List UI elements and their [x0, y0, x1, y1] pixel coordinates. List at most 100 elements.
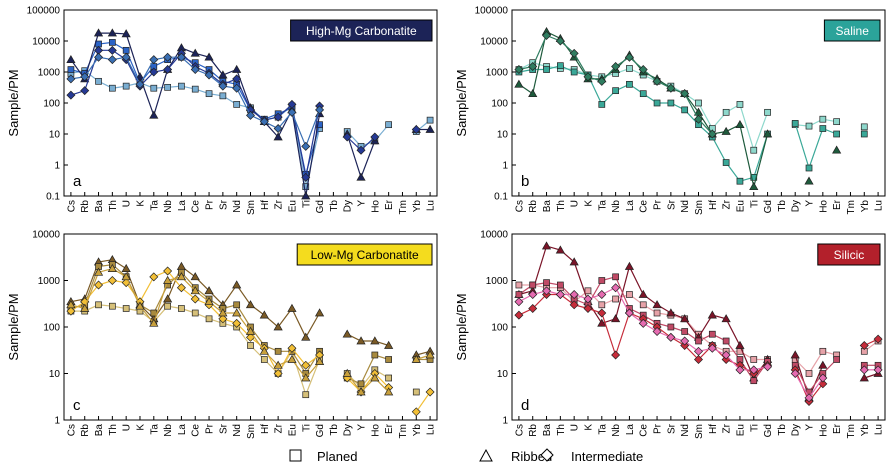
- x-tick-label: Dy: [791, 424, 802, 436]
- data-point: [708, 330, 716, 338]
- legend-label-intermediate: Intermediate: [571, 449, 643, 464]
- data-point: [542, 31, 552, 41]
- data-point: [246, 110, 255, 120]
- data-point: [694, 114, 703, 124]
- data-point: [121, 272, 131, 281]
- x-tick-label: Y: [357, 424, 368, 431]
- series-line: [794, 123, 837, 170]
- data-point: [107, 28, 117, 37]
- data-point: [301, 172, 311, 182]
- y-tick-label: 100: [491, 99, 508, 110]
- data-point: [66, 90, 76, 100]
- data-point: [66, 306, 76, 316]
- data-point: [245, 326, 256, 335]
- data-point: [626, 291, 633, 298]
- x-tick-label: Lu: [426, 424, 437, 435]
- data-point: [204, 296, 214, 306]
- data-point: [514, 297, 524, 307]
- data-point: [342, 368, 352, 377]
- data-point: [93, 267, 104, 276]
- x-tick-label: Y: [805, 424, 816, 431]
- data-point: [583, 304, 593, 313]
- data-point: [750, 146, 758, 154]
- x-tick-label: Cs: [66, 424, 77, 436]
- data-point: [204, 70, 214, 80]
- y-tick-label: 1: [54, 161, 60, 172]
- data-point: [721, 314, 731, 323]
- x-tick-label: Tm: [846, 424, 857, 438]
- data-point: [176, 52, 186, 62]
- y-tick-label: 1000: [486, 276, 509, 287]
- y-tick-label: 1: [54, 416, 60, 427]
- data-point: [583, 72, 593, 82]
- x-tick-label: Dy: [343, 200, 354, 212]
- x-tick-label: Ba: [94, 200, 105, 213]
- data-point: [205, 90, 213, 98]
- data-point: [149, 55, 159, 65]
- data-point: [653, 99, 661, 107]
- x-tick-label: Yb: [412, 200, 423, 213]
- series-line: [794, 350, 837, 375]
- data-point: [639, 301, 647, 309]
- data-point: [722, 108, 730, 116]
- data-point: [555, 36, 565, 46]
- data-point: [191, 309, 199, 317]
- data-point: [190, 286, 200, 295]
- data-point: [859, 341, 869, 350]
- data-point: [680, 89, 690, 99]
- x-tick-label: Ti: [301, 200, 312, 208]
- data-point: [612, 273, 619, 281]
- data-point: [626, 65, 633, 72]
- data-point: [638, 65, 648, 75]
- data-point: [191, 85, 199, 93]
- x-tick-label: Cs: [514, 424, 525, 436]
- data-point: [232, 308, 242, 317]
- data-point: [583, 294, 593, 304]
- x-tick-label: K: [135, 424, 146, 431]
- x-tick-label: Tb: [777, 200, 788, 212]
- data-point: [233, 101, 241, 108]
- x-tick-label: Pr: [205, 199, 216, 210]
- data-point: [695, 337, 702, 345]
- x-tick-label: Gd: [763, 424, 774, 437]
- x-tick-label: Sr: [218, 423, 229, 434]
- data-point: [66, 74, 76, 84]
- y-tick-label: 100: [491, 323, 508, 334]
- data-point: [749, 365, 759, 375]
- series-line: [518, 34, 713, 135]
- data-point: [109, 302, 116, 310]
- x-tick-label: Pr: [205, 423, 216, 434]
- data-point: [653, 309, 661, 317]
- chart-title: Silicic: [834, 248, 865, 262]
- y-tick-label: 10000: [480, 37, 508, 48]
- data-point: [273, 369, 283, 378]
- panel-c: 1 10 100 1000 10000 Sample/PM Cs Rb Ba Th U K Ta Nb La…: [6, 230, 438, 439]
- x-tick-label: Eu: [735, 200, 746, 212]
- data-point: [95, 301, 102, 309]
- data-point: [612, 295, 619, 303]
- y-tick-label: 1: [502, 416, 508, 427]
- y-tick-label: 10: [49, 369, 61, 380]
- y-tick-label: 10000: [32, 37, 60, 48]
- x-tick-label: U: [570, 424, 581, 431]
- x-tick-label: Lu: [874, 424, 885, 435]
- data-point: [694, 355, 703, 364]
- data-point: [149, 67, 159, 77]
- y-tick-label: 10000: [32, 230, 60, 241]
- x-tick-label: Gd: [315, 424, 326, 437]
- title-box: [296, 243, 433, 266]
- x-tick-label: U: [122, 200, 133, 207]
- data-point: [763, 362, 773, 372]
- data-point: [425, 350, 435, 359]
- y-axis-label: Sample/PM: [6, 293, 21, 360]
- data-point: [190, 48, 200, 57]
- series: [514, 31, 717, 139]
- x-tick-label: Ta: [149, 424, 160, 435]
- data-point: [149, 272, 159, 282]
- data-point: [357, 380, 365, 388]
- data-point: [164, 302, 171, 310]
- data-point: [80, 72, 90, 82]
- x-tick-label: Zr: [274, 423, 285, 433]
